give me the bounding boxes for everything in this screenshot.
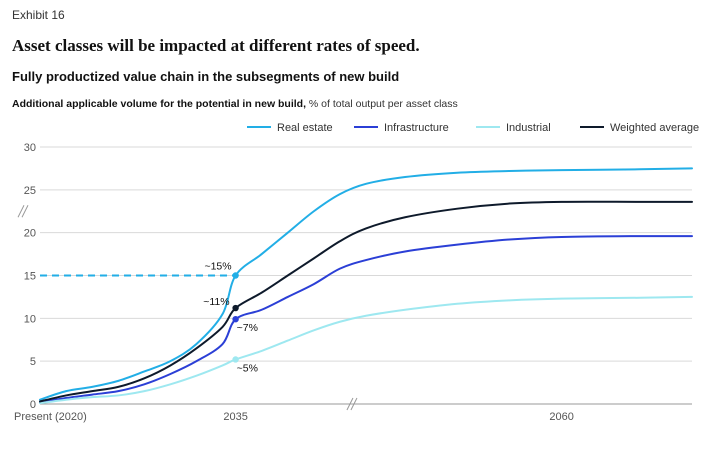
chart-title: Asset classes will be impacted at differ… <box>12 36 420 55</box>
annotation-label: ~11% <box>203 296 229 308</box>
y-tick-label: 25 <box>24 185 36 197</box>
y-tick-label: 15 <box>24 271 36 283</box>
y-tick-label: 5 <box>30 356 36 368</box>
x-tick-label: Present (2020) <box>14 411 87 423</box>
y-tick-label: 20 <box>24 228 36 240</box>
annotation-label: ~5% <box>237 362 258 374</box>
y-axis-break-icon <box>17 205 29 218</box>
x-axis-break-icon <box>346 397 358 411</box>
y-axis-note: Additional applicable volume for the pot… <box>12 98 458 110</box>
exhibit-label: Exhibit 16 <box>12 8 65 22</box>
series-line-industrial <box>39 295 693 405</box>
legend-label: Weighted average <box>610 122 699 134</box>
marker-industrial <box>232 356 239 363</box>
x-tick-label: 2035 <box>223 411 247 423</box>
series-line-real-estate <box>39 167 693 401</box>
chart-subtitle: Fully productized value chain in the sub… <box>12 69 400 84</box>
x-tick-label: 2060 <box>549 411 573 423</box>
y-axis-note-rest: % of total output per asset class <box>306 98 458 110</box>
series-line-weighted-average <box>39 200 693 403</box>
legend-label: Industrial <box>506 122 551 134</box>
y-tick-label: 30 <box>24 142 36 154</box>
y-axis-break-icon-stroke-a <box>17 205 25 218</box>
marker-infrastructure <box>232 315 239 323</box>
legend-label: Infrastructure <box>384 122 449 134</box>
annotation-label: ~15% <box>204 261 231 273</box>
y-axis-note-bold: Additional applicable volume for the pot… <box>12 98 307 110</box>
y-axis-break-icon-stroke-b <box>21 205 29 218</box>
x-axis-break-icon-stroke-b <box>350 397 358 411</box>
marker-weighted-average <box>232 304 239 312</box>
series-line-infrastructure <box>39 235 693 404</box>
marker-real-estate <box>232 272 239 279</box>
annotation-label: ~7% <box>237 322 258 334</box>
y-tick-label: 10 <box>24 313 36 325</box>
y-tick-label: 0 <box>30 399 36 411</box>
x-axis-break-icon-stroke-a <box>346 397 354 411</box>
legend-label: Real estate <box>277 122 333 134</box>
